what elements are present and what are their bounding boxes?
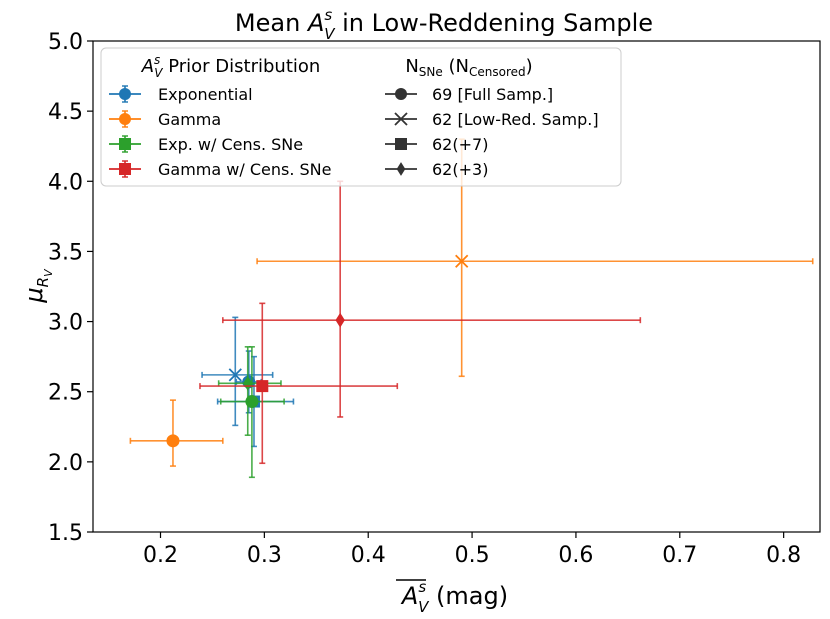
- x-tick-label: 0.5: [455, 543, 490, 568]
- y-axis-label: μRV: [20, 268, 55, 304]
- x-tick-label: 0.8: [766, 543, 801, 568]
- legend-marker: [119, 88, 131, 100]
- data-point: [199, 302, 399, 465]
- legend-entry-marker-square: 62(+7): [385, 135, 488, 154]
- y-tick-label: 4.5: [48, 100, 83, 125]
- legend-entry-exponential: Exponential: [109, 85, 253, 104]
- legend-marker: [119, 113, 131, 125]
- y-tick-label: 2.5: [48, 381, 83, 406]
- point-marker-x: [455, 254, 469, 268]
- legend-left-title: As V Prior Distribution: [141, 53, 321, 80]
- series-gamma-w-cens-sne: [199, 180, 642, 465]
- legend-entry-marker-diamond: 62(+3): [385, 160, 488, 179]
- legend-marker: [394, 112, 408, 126]
- y-tick-label: 4.0: [48, 170, 83, 195]
- legend-label: Gamma w/ Cens. SNe: [158, 160, 331, 179]
- data-point: [222, 180, 642, 418]
- x-tick-label: 0.3: [247, 543, 282, 568]
- x-tick-label: 0.4: [351, 543, 386, 568]
- legend-marker: [119, 138, 131, 150]
- x-tick-label: 0.6: [558, 543, 593, 568]
- legend-label: Exponential: [158, 85, 253, 104]
- legend-label: Gamma: [158, 110, 221, 129]
- data-point: [201, 316, 274, 427]
- x-axis: 0.2 0.3 0.4 0.5 0.6 0.7 0.8: [143, 532, 801, 568]
- y-tick-label: 3.5: [48, 240, 83, 265]
- legend-label: 62 [Low-Red. Samp.]: [432, 110, 599, 129]
- point-marker-diamond: [335, 312, 345, 328]
- data-point: [217, 346, 282, 437]
- y-tick-label: 3.0: [48, 311, 83, 336]
- y-tick-label: 2.0: [48, 451, 83, 476]
- x-tick-label: 0.2: [143, 543, 178, 568]
- legend-entry-exp-w-cens-sne: Exp. w/ Cens. SNe: [109, 135, 303, 154]
- legend-label: 69 [Full Samp.]: [432, 85, 553, 104]
- legend-label: Exp. w/ Cens. SNe: [158, 135, 303, 154]
- data-layer: [129, 138, 814, 479]
- point-marker-square: [256, 380, 269, 393]
- legend-box: [100, 47, 622, 187]
- legend-entry-marker-circle: 69 [Full Samp.]: [385, 85, 553, 104]
- legend-marker: [395, 138, 407, 150]
- legend-marker: [119, 163, 131, 175]
- legend-entry-marker-x: 62 [Low-Red. Samp.]: [385, 110, 599, 129]
- chart-title: Mean As V in Low-Reddening Sample: [235, 6, 653, 43]
- legend-entry-gamma: Gamma: [109, 110, 221, 129]
- y-axis: 1.5 2.0 2.5 3.0 3.5 4.0 4.5 5.0: [48, 30, 93, 546]
- x-tick-label: 0.7: [662, 543, 697, 568]
- legend-right-title: NSNe (NCensored): [405, 56, 532, 79]
- x-axis-label: As V (mag): [396, 578, 508, 616]
- point-marker-x: [228, 368, 242, 382]
- legend-marker: [395, 88, 407, 100]
- legend-marker: [396, 162, 406, 176]
- legend-label: 62(+3): [432, 160, 488, 179]
- legend-label: 62(+7): [432, 135, 488, 154]
- legend-entry-gamma-w-cens-sne: Gamma w/ Cens. SNe: [109, 160, 331, 179]
- point-marker-diamond: [243, 375, 253, 391]
- series-exp-w-cens-sne: [217, 346, 285, 479]
- y-tick-label: 1.5: [48, 521, 83, 546]
- svg-text:AsV (mag): As V (mag): [400, 578, 508, 616]
- data-point: [129, 399, 224, 467]
- legend: As V Prior Distribution NSNe (NCensored) …: [100, 47, 622, 187]
- data-point: [219, 346, 285, 479]
- point-marker-circle: [166, 434, 180, 448]
- y-tick-label: 5.0: [48, 30, 83, 55]
- point-marker-circle: [245, 395, 259, 409]
